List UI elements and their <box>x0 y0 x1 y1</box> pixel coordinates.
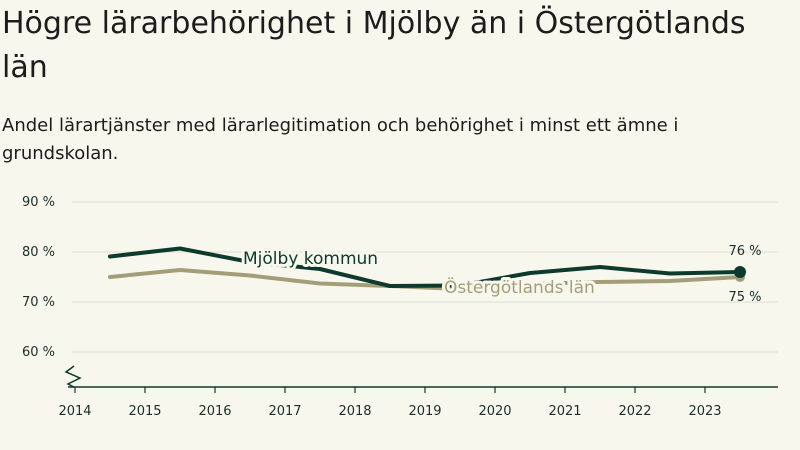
x-tick-label: 2017 <box>268 404 301 419</box>
series-line-mjolby <box>108 246 742 288</box>
x-tick-label: 2023 <box>688 404 721 419</box>
x-tick-label: 2014 <box>58 404 91 419</box>
x-tick-label: 2021 <box>548 404 581 419</box>
series-label-ostergotland: Östergötlands län <box>444 276 595 298</box>
y-tick-label: 70 % <box>22 295 55 310</box>
y-tick-label: 90 % <box>22 195 55 210</box>
x-tick-label: 2020 <box>478 404 511 419</box>
x-tick-label: 2015 <box>128 404 161 419</box>
x-tick-label: 2022 <box>618 404 651 419</box>
x-tick-label: 2019 <box>408 404 441 419</box>
series-label-mjolby: Mjölby kommun <box>243 249 378 269</box>
y-tick-label: 80 % <box>22 245 55 260</box>
y-tick-label: 60 % <box>22 345 55 360</box>
end-label-ostergotland: 75 % <box>728 290 761 305</box>
x-tick-label: 2016 <box>198 404 231 419</box>
chart-subtitle: Andel lärartjänster med lärarlegitimatio… <box>2 115 679 164</box>
end-label-mjolby: 76 % <box>728 244 761 259</box>
x-tick-label: 2018 <box>338 404 371 419</box>
chart-title: Högre lärarbehörighet i Mjölby än i Öste… <box>2 6 746 85</box>
end-point-mjolby <box>734 266 746 278</box>
axis-break-icon <box>64 365 82 388</box>
